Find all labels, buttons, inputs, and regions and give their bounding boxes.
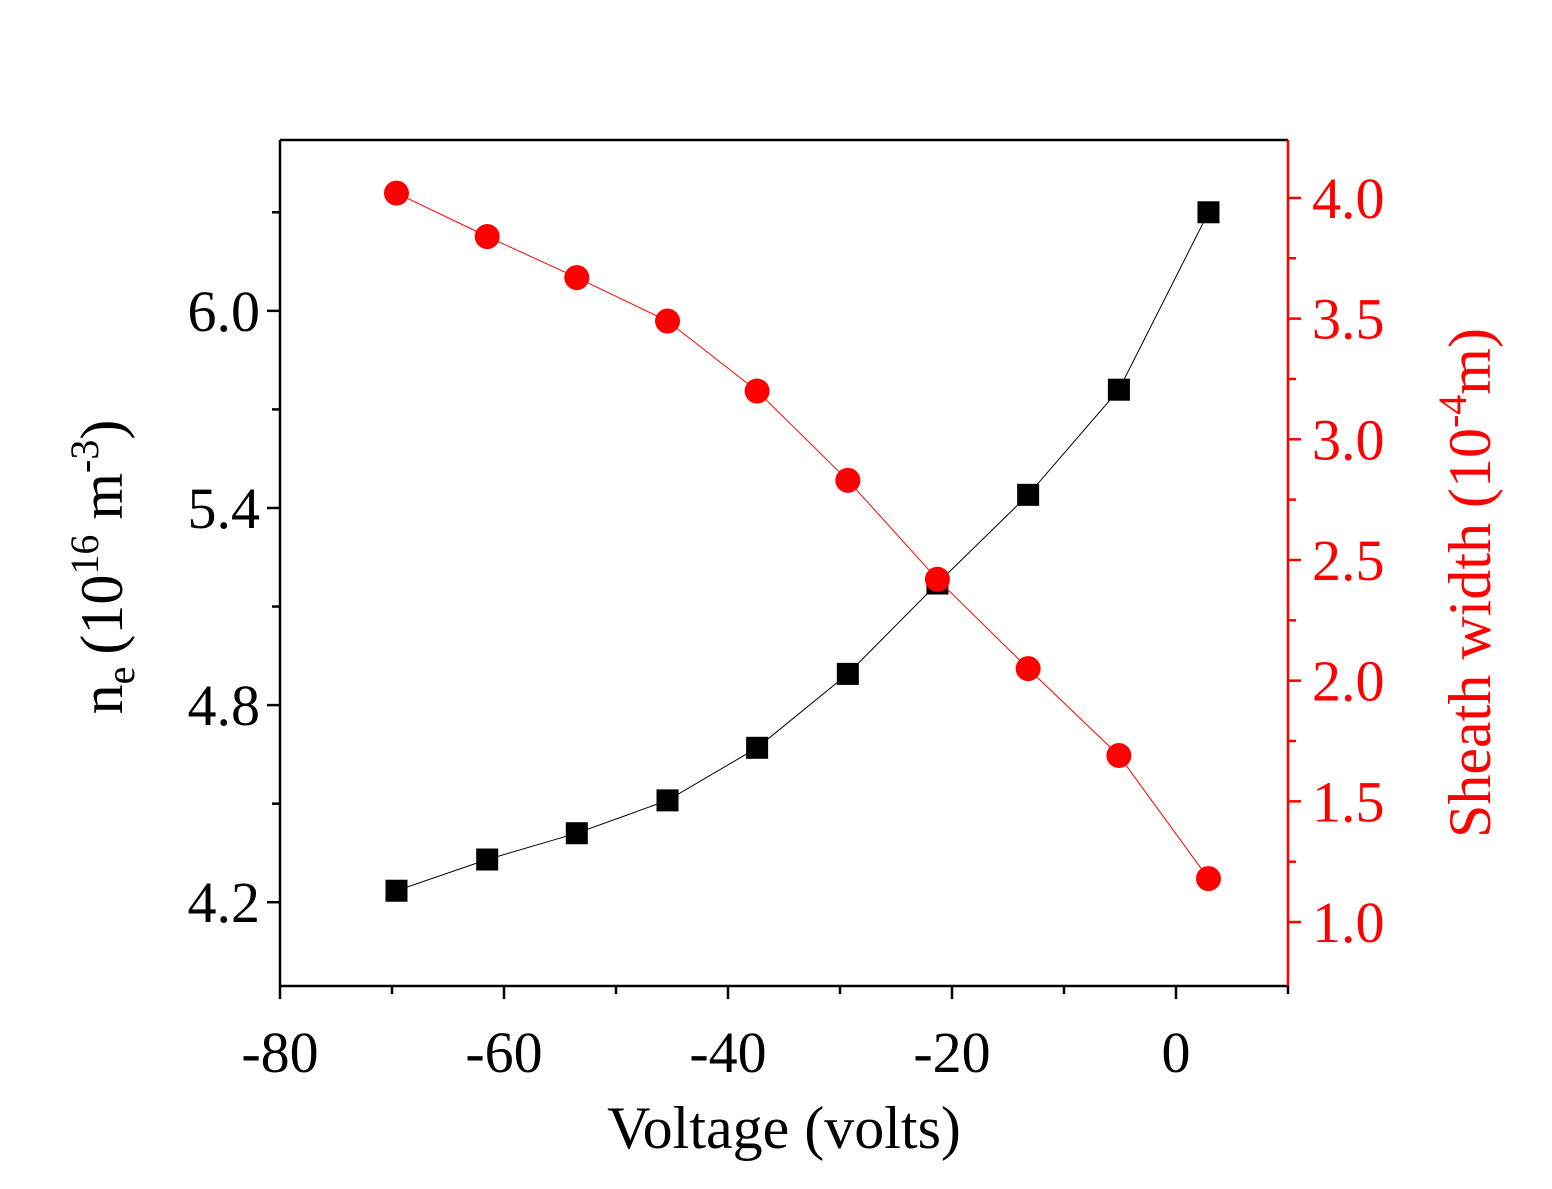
right-axis-title-unit: m) [1437, 328, 1503, 395]
sheath-width-point [474, 224, 500, 250]
right-axis-title: Sheath width (10-4m) [1430, 328, 1503, 838]
right-axis-title-title: Sheath width (10 [1437, 428, 1503, 838]
right-tick-label: 3.0 [1312, 407, 1385, 472]
left-tick-label: 4.2 [188, 870, 261, 935]
electron-density-point [836, 662, 859, 685]
sheath-width-point [1106, 742, 1132, 768]
left-axis-title: ne (1016 m-3) [62, 420, 143, 715]
sheath-width-line [396, 192, 1209, 879]
axis-ticks: -80 -60 -40 -20 0 4.2 4.8 5.4 6.0 1.0 1.5 2.0 2.5 3.0… [188, 166, 1385, 1085]
sheath-width-point [924, 566, 950, 592]
sheath-width-point [655, 308, 681, 334]
electron-density-point [476, 848, 499, 871]
left-axis-title-unit_exponent: -3 [62, 440, 107, 473]
left-tick-label: 4.8 [188, 673, 261, 738]
x-axis-title: Voltage (volts) [607, 1095, 961, 1161]
electron-density-point [565, 822, 588, 845]
left-axis-title-unit: m [69, 473, 135, 535]
axis-titles: Voltage (volts) ne (1016 m-3) Sheath width … [62, 328, 1503, 1161]
x-tick-label: -60 [465, 1020, 542, 1085]
sheath-width-point [835, 467, 861, 493]
right-tick-label: 1.0 [1312, 890, 1385, 955]
electron-density-point [1017, 483, 1040, 506]
right-tick-label: 3.5 [1312, 287, 1385, 352]
sheath-width-point [564, 265, 590, 291]
electron-density-point [746, 736, 769, 759]
x-tick-label: 0 [1162, 1020, 1191, 1085]
plot-frame [278, 138, 1290, 988]
x-tick-label: -20 [913, 1020, 990, 1085]
left-axis-title-subscript: e [98, 667, 143, 685]
sheath-width-point [1015, 656, 1041, 682]
right-tick-label: 2.0 [1312, 649, 1385, 714]
left-axis-title-base: n [69, 684, 135, 714]
electron-density-line [396, 212, 1209, 892]
electron-density-point [1107, 378, 1130, 401]
left-axis-title-close: ) [69, 420, 135, 440]
right-tick-label: 1.5 [1312, 769, 1385, 834]
electron-density-point [656, 789, 679, 812]
right-tick-label: 2.5 [1312, 528, 1385, 593]
sheath-width-point [383, 180, 409, 206]
electron-density-point [1197, 201, 1220, 224]
right-axis-title-exponent: -4 [1430, 395, 1475, 428]
left-tick-label: 5.4 [188, 476, 261, 541]
x-tick-label: -80 [241, 1020, 318, 1085]
left-axis-title-exponent: 16 [62, 535, 107, 575]
sheath-width-point [744, 378, 770, 404]
right-tick-label: 4.0 [1312, 166, 1385, 231]
left-axis-title-open: (10 [69, 575, 135, 655]
data-series [383, 180, 1221, 902]
x-tick-label: -40 [689, 1020, 766, 1085]
sheath-width-point [1195, 866, 1221, 892]
left-tick-label: 6.0 [188, 279, 261, 344]
electron-density-point [385, 879, 408, 902]
